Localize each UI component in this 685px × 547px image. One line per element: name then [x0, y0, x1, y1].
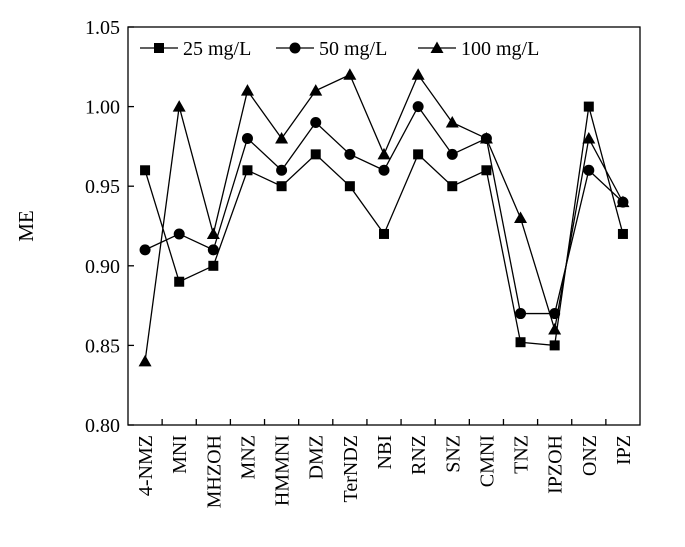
data-point	[276, 181, 287, 192]
data-point	[549, 340, 560, 351]
legend-label: 100 mg/L	[461, 38, 539, 60]
plot-frame	[127, 26, 641, 426]
data-point	[479, 131, 493, 144]
data-point	[616, 195, 630, 208]
data-point	[174, 276, 185, 287]
data-point	[445, 116, 459, 128]
data-point	[617, 228, 628, 239]
data-point	[548, 322, 562, 335]
data-point	[481, 165, 492, 176]
y-axis-title: ME	[14, 210, 38, 242]
series-2	[139, 101, 629, 320]
x-tick-label: IPZOH	[545, 435, 567, 494]
data-point	[139, 244, 151, 256]
x-tick-label: HMMNI	[272, 435, 294, 506]
data-point	[379, 228, 389, 239]
legend-label: 25 mg/L	[183, 38, 251, 60]
series-line	[144, 73, 624, 362]
x-tick-label: MHZOH	[203, 435, 225, 508]
legend-marker	[289, 42, 301, 54]
data-point	[343, 68, 357, 80]
data-point	[140, 165, 151, 176]
x-tick-label: CMNI	[476, 435, 498, 487]
x-tick-label: TerNDZ	[340, 435, 362, 502]
data-point	[173, 228, 185, 240]
legend-item: 50 mg/L	[276, 38, 387, 60]
data-point	[446, 148, 458, 160]
data-point	[447, 181, 458, 192]
y-tick-label: 0.95	[85, 176, 120, 198]
data-point	[515, 308, 527, 320]
series-1	[140, 101, 628, 351]
x-tick-label: MNI	[169, 435, 191, 474]
data-point	[208, 260, 219, 271]
x-tick-label: NBI	[374, 435, 396, 469]
x-tick-label: TNZ	[511, 435, 533, 474]
x-tick-label: DMZ	[306, 435, 328, 479]
data-point	[310, 149, 321, 160]
y-axis-label: ME	[14, 210, 38, 242]
x-tick-label: 4-NMZ	[135, 435, 157, 496]
data-point	[377, 147, 391, 160]
data-point	[583, 101, 594, 112]
data-point	[344, 181, 355, 192]
data-point	[583, 164, 595, 176]
x-tick-label: ONZ	[579, 435, 601, 476]
y-tick-label: 1.00	[85, 97, 120, 119]
x-tick-label: RNZ	[408, 435, 430, 475]
data-point	[242, 165, 253, 176]
data-point	[276, 164, 288, 176]
data-point	[378, 164, 390, 176]
series-line	[144, 105, 624, 315]
series-3	[138, 68, 630, 367]
y-tick-label: 1.05	[85, 17, 120, 39]
data-point	[275, 131, 289, 144]
data-point	[138, 354, 152, 367]
data-point	[240, 84, 254, 96]
data-point	[412, 101, 424, 113]
data-point	[310, 117, 322, 129]
legend-item: 25 mg/L	[140, 38, 251, 60]
data-point	[582, 131, 596, 144]
legend-label: 50 mg/L	[319, 38, 387, 60]
data-point	[172, 100, 186, 112]
data-point	[207, 244, 219, 256]
data-point	[241, 132, 253, 144]
x-tick-label: SNZ	[442, 435, 464, 473]
y-tick-label: 0.85	[85, 335, 120, 357]
data-point	[206, 227, 220, 239]
x-tick-label: IPZ	[613, 435, 635, 465]
legend-marker	[154, 43, 164, 53]
data-point	[309, 84, 323, 96]
y-tick-label: 0.80	[85, 415, 120, 437]
data-point	[344, 148, 356, 160]
legend-item: 100 mg/L	[418, 38, 539, 60]
data-point	[515, 337, 526, 348]
data-point	[411, 68, 425, 80]
data-point	[514, 211, 528, 224]
legend-marker	[430, 41, 444, 53]
data-point	[413, 149, 424, 160]
x-tick-label: MNZ	[237, 435, 259, 479]
y-tick-label: 0.90	[85, 256, 120, 278]
